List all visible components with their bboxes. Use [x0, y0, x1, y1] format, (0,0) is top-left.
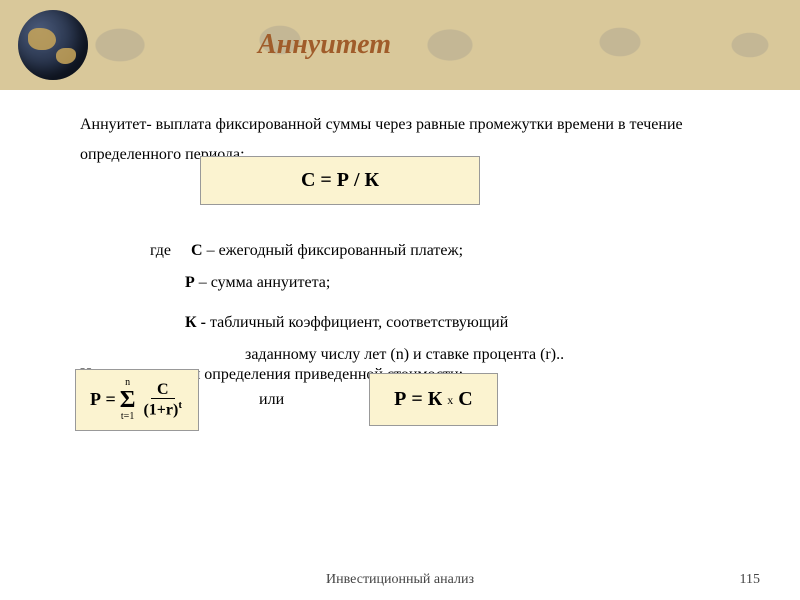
var-k: К	[185, 314, 197, 331]
where-k: К - табличный коэффициент, соответствующ…	[185, 307, 740, 339]
formula-p-equals-k-times-c: Р = К x С	[369, 373, 498, 426]
slide-header: Аннуитет	[0, 0, 800, 90]
formula-present-value-sum: Р = n Σ t=1 С (1+r)t	[75, 369, 199, 431]
where-definitions: где С – ежегодный фиксированный платеж; …	[150, 235, 740, 371]
world-map-pattern	[0, 0, 800, 90]
where-p: Р – сумма аннуитета;	[185, 267, 740, 299]
slide-title: Аннуитет	[258, 29, 391, 61]
formula2-lhs: Р =	[90, 389, 116, 410]
where-intro: где	[150, 242, 171, 259]
desc-c: – ежегодный фиксированный платеж;	[203, 242, 463, 259]
where-c: где С – ежегодный фиксированный платеж;	[150, 235, 740, 267]
numerator: С	[151, 381, 175, 400]
desc-k: табличный коэффициент, соответствующий	[210, 314, 508, 331]
dash-k: -	[197, 314, 210, 331]
bottom-formula-row: Р = n Σ t=1 С (1+r)t или Р = К x С	[75, 369, 740, 431]
globe-icon	[18, 10, 88, 80]
sigma-block: n Σ t=1	[120, 378, 136, 422]
slide-content: Аннуитет- выплата фиксированной суммы че…	[0, 90, 800, 431]
footer-text: Инвестиционный анализ	[0, 572, 800, 588]
formula-c-equals-p-over-k: С = Р / К	[200, 156, 480, 205]
sigma-lower: t=1	[121, 412, 134, 422]
denominator: (1+r)t	[141, 399, 184, 419]
var-p: Р	[185, 274, 195, 291]
fraction: С (1+r)t	[141, 381, 184, 420]
var-c: С	[191, 242, 203, 259]
desc-p: – сумма аннуитета;	[195, 274, 331, 291]
or-text: или	[259, 391, 284, 409]
sigma-symbol: Σ	[120, 388, 136, 412]
page-number: 115	[740, 572, 760, 588]
